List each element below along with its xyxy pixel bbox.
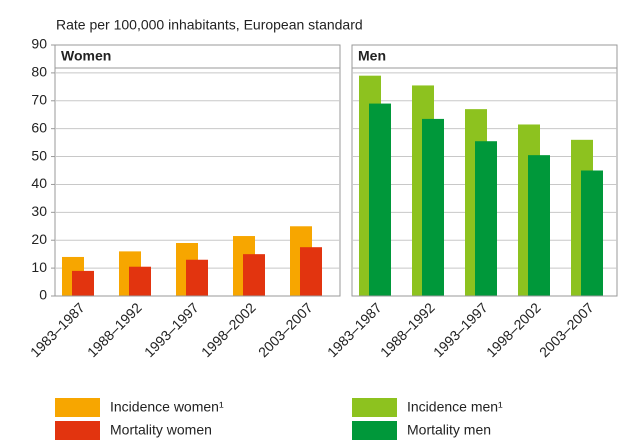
panel-title: Women (61, 48, 111, 64)
y-tick-label: 60 (31, 119, 47, 135)
y-tick-label: 70 (31, 91, 47, 107)
legend-label: Incidence men¹ (407, 399, 503, 415)
legend-swatch (352, 421, 397, 440)
x-tick-label: 2003–2007 (255, 299, 316, 360)
y-tick-label: 90 (31, 36, 47, 52)
legend-label: Mortality men (407, 422, 491, 438)
y-tick-label: 80 (31, 64, 47, 80)
legend-swatch (55, 398, 100, 417)
bar (528, 155, 550, 296)
bar (129, 266, 151, 296)
bar (422, 118, 444, 297)
bar (369, 103, 391, 296)
legend-label: Mortality women (110, 422, 212, 438)
legend-swatch (352, 398, 397, 417)
y-tick-label: 40 (31, 175, 47, 191)
bar (300, 247, 322, 296)
y-tick-label: 20 (31, 231, 47, 247)
y-tick-label: 50 (31, 147, 47, 163)
y-tick-label: 0 (39, 287, 47, 303)
x-tick-label: 2003–2007 (536, 299, 597, 360)
x-tick-label: 1998–2002 (483, 299, 544, 360)
y-axis-label: Rate per 100,000 inhabitants, European s… (56, 17, 363, 33)
bar (186, 259, 208, 296)
x-tick-label: 1993–1997 (141, 299, 202, 360)
x-tick-label: 1998–2002 (198, 299, 259, 360)
panel-title: Men (358, 48, 386, 64)
x-tick-label: 1983–1987 (27, 299, 88, 360)
bar (72, 270, 94, 296)
y-tick-label: 10 (31, 259, 47, 275)
panel-header (351, 44, 618, 69)
bar (581, 170, 603, 296)
legend-swatch (55, 421, 100, 440)
x-tick-label: 1993–1997 (430, 299, 491, 360)
panel-header (54, 44, 341, 69)
x-tick-label: 1988–1992 (377, 299, 438, 360)
bar (475, 141, 497, 296)
y-tick-label: 30 (31, 203, 47, 219)
legend-label: Incidence women¹ (110, 399, 224, 415)
x-tick-label: 1983–1987 (324, 299, 385, 360)
bar (243, 254, 265, 296)
x-tick-label: 1988–1992 (84, 299, 145, 360)
